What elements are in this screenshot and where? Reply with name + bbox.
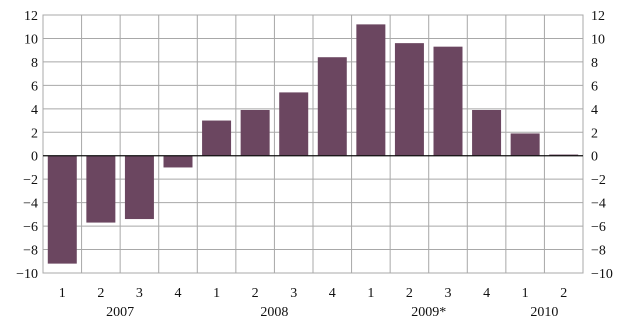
year-label: 2009* <box>411 305 446 320</box>
bar <box>240 109 270 156</box>
x-tick-label: 3 <box>290 286 297 301</box>
y-tick-label-right: 6 <box>591 79 598 94</box>
x-tick-label: 1 <box>213 286 220 301</box>
y-tick-label-left: 0 <box>31 150 38 165</box>
bar <box>472 109 502 156</box>
y-axis-left-labels: −10 −8 −6 −4 −2 0 2 4 6 8 10 12 <box>16 9 38 282</box>
x-axis-quarter-labels: 1 2 3 4 1 2 3 4 1 2 3 4 1 2 <box>59 286 567 301</box>
y-tick-label-right: 0 <box>591 150 598 165</box>
x-tick-label: 4 <box>329 286 336 301</box>
y-tick-label-right: 2 <box>591 126 598 141</box>
y-tick-label-left: 12 <box>24 9 38 24</box>
x-tick-label: 2 <box>97 286 104 301</box>
y-tick-label-right: 12 <box>591 9 605 24</box>
y-tick-label-right: 4 <box>591 103 598 118</box>
year-label: 2008 <box>260 305 288 320</box>
bar <box>202 120 232 156</box>
y-tick-label-left: 8 <box>31 56 38 71</box>
y-tick-label-right: 10 <box>591 32 605 47</box>
bars <box>47 24 579 264</box>
y-tick-label-right: −10 <box>591 267 613 282</box>
y-tick-label-left: −8 <box>23 244 38 259</box>
bar <box>279 92 309 156</box>
y-tick-label-right: −6 <box>591 220 606 235</box>
y-tick-label-left: −2 <box>23 173 38 188</box>
y-tick-label-left: −10 <box>16 267 38 282</box>
x-axis-year-labels: 2007 2008 2009* 2010 <box>106 305 558 320</box>
year-label: 2007 <box>106 305 134 320</box>
plot-frame <box>42 14 584 274</box>
bar <box>163 155 193 168</box>
bar <box>433 46 463 156</box>
x-tick-label: 3 <box>136 286 143 301</box>
bar <box>47 155 77 264</box>
y-tick-label-left: 4 <box>31 103 38 118</box>
y-tick-label-left: 10 <box>24 32 38 47</box>
bar <box>86 155 116 223</box>
y-tick-label-left: 6 <box>31 79 38 94</box>
bar <box>124 155 154 220</box>
bar <box>394 43 424 156</box>
x-tick-label: 3 <box>445 286 452 301</box>
x-tick-label: 1 <box>367 286 374 301</box>
y-tick-label-right: −2 <box>591 173 606 188</box>
y-tick-label-right: −4 <box>591 197 606 212</box>
x-tick-label: 2 <box>560 286 567 301</box>
y-tick-label-left: 2 <box>31 126 38 141</box>
x-tick-label: 1 <box>522 286 529 301</box>
bar <box>510 133 540 156</box>
bar <box>317 57 347 156</box>
x-tick-label: 4 <box>175 286 182 301</box>
year-label: 2010 <box>530 305 558 320</box>
y-tick-label-right: 8 <box>591 56 598 71</box>
y-tick-label-left: −6 <box>23 220 38 235</box>
grid <box>42 14 584 274</box>
x-tick-label: 2 <box>252 286 259 301</box>
y-tick-label-right: −8 <box>591 244 606 259</box>
x-tick-label: 2 <box>406 286 413 301</box>
x-tick-label: 1 <box>59 286 66 301</box>
y-tick-label-left: −4 <box>23 197 38 212</box>
x-tick-label: 4 <box>483 286 490 301</box>
y-axis-right-labels: −10 −8 −6 −4 −2 0 2 4 6 8 10 12 <box>591 9 613 282</box>
bar <box>356 24 386 156</box>
